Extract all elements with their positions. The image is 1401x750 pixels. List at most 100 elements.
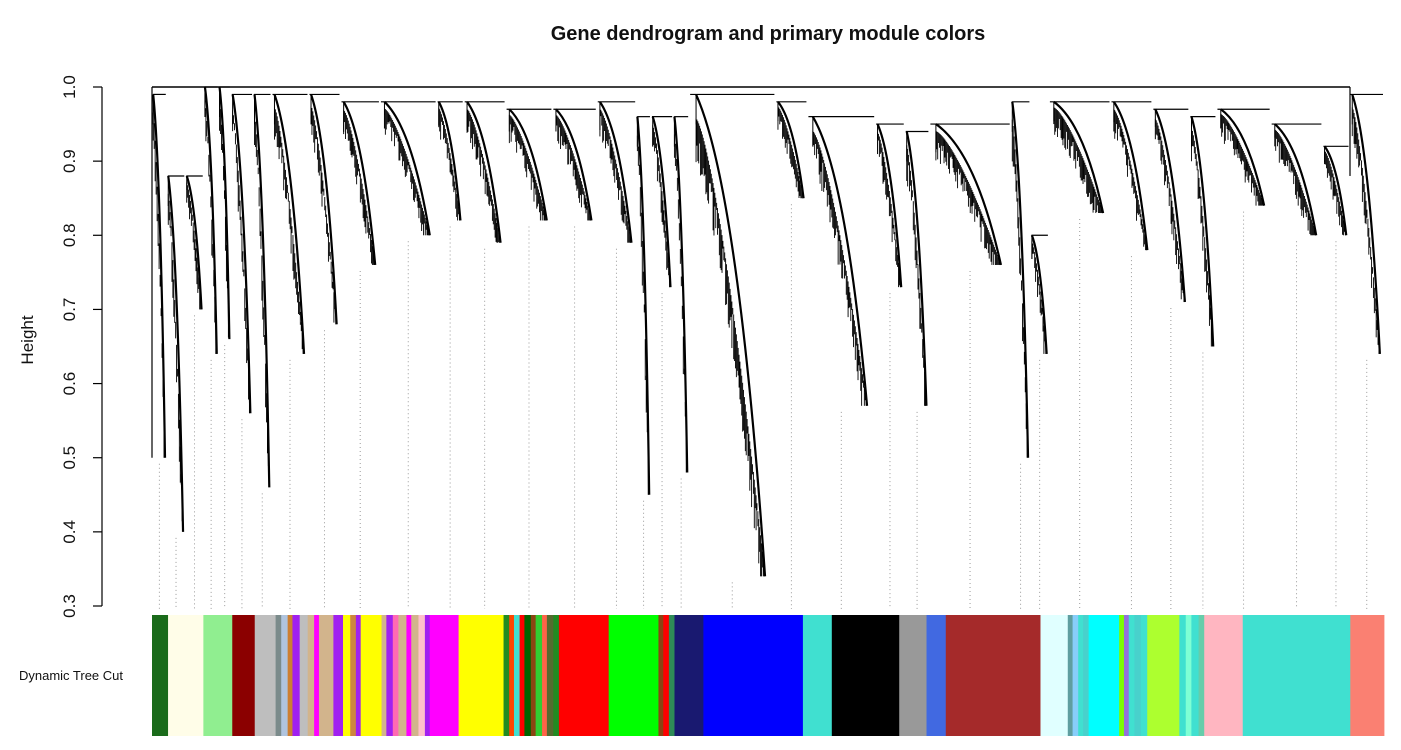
dendrogram-branch (380, 101, 436, 236)
module-color-segment (350, 615, 357, 736)
chart-title: Gene dendrogram and primary module color… (551, 23, 986, 45)
y-tick-label: 0.8 (60, 223, 79, 247)
y-tick-label: 0.3 (60, 594, 79, 618)
module-color-segment (1204, 615, 1244, 736)
y-tick-label: 0.5 (60, 446, 79, 470)
dendrogram-branch (231, 93, 253, 414)
dendrogram-branch (272, 93, 308, 354)
module-color-segment (530, 615, 537, 736)
module-color-segment (232, 615, 256, 736)
module-color-segment (398, 615, 407, 736)
dendrogram-branch (437, 101, 463, 221)
dendrogram-branch (905, 130, 929, 406)
dendrogram-branch (1030, 234, 1048, 354)
dendrogram-branch (185, 175, 203, 310)
dendrogram-branch (253, 93, 271, 488)
module-color-segment (658, 615, 664, 736)
module-color-segment (703, 615, 804, 736)
dendrogram-branch (1323, 145, 1349, 236)
dendrogram-branch (673, 116, 689, 473)
dendrogram-branch (1350, 93, 1383, 354)
dendrogram-branch (651, 116, 673, 288)
module-color-segment (307, 615, 315, 736)
module-color-segment (411, 615, 419, 736)
dendrogram-branch (1153, 108, 1189, 303)
module-color-segment (503, 615, 510, 736)
dendrogram-branch (597, 101, 636, 243)
module-color-segment (458, 615, 504, 736)
dendrogram-branch (1049, 100, 1110, 214)
module-color-segment (1128, 615, 1135, 736)
dendrogram-branch (167, 175, 185, 532)
module-color-segment (275, 615, 282, 736)
dendrogram-branch (218, 86, 231, 340)
module-color-segment (535, 615, 543, 736)
module-color-segment (674, 615, 704, 736)
module-color-segment (1134, 615, 1142, 736)
dendrogram-branch (203, 86, 218, 354)
module-color-segment (392, 615, 399, 736)
y-tick-label: 1.0 (60, 75, 79, 99)
module-color-segment (1191, 615, 1199, 736)
module-color-segment (1198, 615, 1205, 736)
color-row-label: Dynamic Tree Cut (19, 668, 123, 683)
dendrogram-branch (464, 101, 505, 243)
module-color-segment (281, 615, 289, 736)
module-color-segment (429, 615, 459, 736)
module-color-segment (1140, 615, 1148, 736)
module-color-segment (254, 615, 277, 736)
module-color-segment (343, 615, 351, 736)
dendrogram-branch (1011, 101, 1030, 458)
module-color-segment (1040, 615, 1069, 736)
module-color-segment (831, 615, 900, 736)
dendrogram-branch (930, 123, 1010, 266)
module-color-segment (513, 615, 520, 736)
module-color-segment (1179, 615, 1187, 736)
module-color-segment (802, 615, 833, 736)
dendrogram-branch (553, 108, 596, 221)
dendrogram-branch (1271, 123, 1322, 236)
module-color-segment (1242, 615, 1351, 736)
module-color-segment (1350, 615, 1385, 736)
module-color-segment (1185, 615, 1192, 736)
module-color-segment (1078, 615, 1084, 736)
dendrogram-branch (1111, 101, 1152, 251)
module-color-segment (1083, 615, 1090, 736)
dendrogram-branch (341, 101, 379, 266)
module-color-segment (608, 615, 659, 736)
y-axis-label: Height (18, 315, 37, 364)
dendrogram-branch (152, 93, 167, 458)
module-color-segment (519, 615, 525, 736)
module-color-segment (546, 615, 554, 736)
module-color-segment (152, 615, 169, 736)
dendrogram-branch (776, 101, 807, 199)
dendrogram-branch (1217, 108, 1270, 206)
y-tick-label: 0.6 (60, 372, 79, 396)
leaf-guides (158, 204, 1368, 609)
module-color-segment (524, 615, 532, 736)
module-color-segment (418, 615, 426, 736)
module-color-segment (386, 615, 394, 736)
dendrogram-branch (636, 116, 651, 495)
module-color-segment (360, 615, 382, 736)
module-color-segment (553, 615, 560, 736)
module-color-bar (152, 615, 1385, 736)
module-color-segment (542, 615, 548, 736)
module-color-segment (203, 615, 233, 736)
module-color-segment (663, 615, 670, 736)
module-color-segment (1119, 615, 1125, 736)
dendrogram-branch (1190, 116, 1216, 347)
module-color-segment (406, 615, 412, 736)
module-color-segment (333, 615, 344, 736)
y-tick-label: 0.7 (60, 298, 79, 322)
dendrogram-tree (151, 86, 1383, 577)
module-color-segment (509, 615, 515, 736)
module-color-segment (558, 615, 610, 736)
module-color-segment (899, 615, 927, 736)
module-color-segment (668, 615, 675, 736)
module-color-segment (945, 615, 1041, 736)
module-color-segment (1067, 615, 1073, 736)
module-color-segment (424, 615, 431, 736)
dendrogram-branch (506, 108, 552, 221)
